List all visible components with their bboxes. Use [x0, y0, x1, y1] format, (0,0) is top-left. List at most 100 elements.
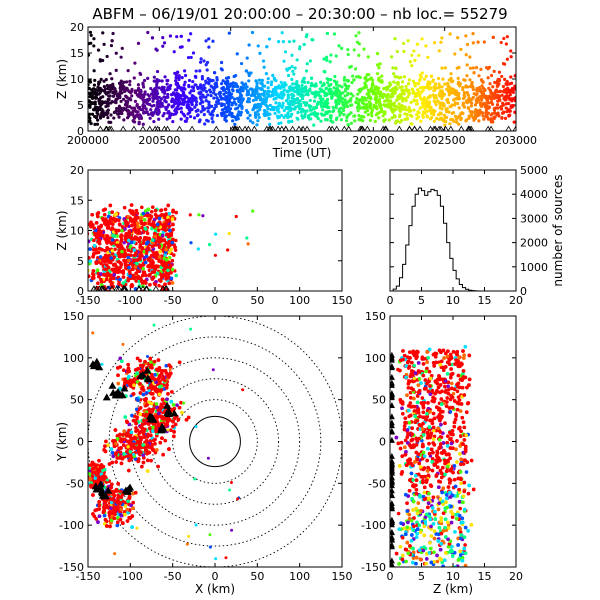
- ground-strike-marker: [162, 285, 169, 291]
- source-point: [97, 86, 101, 90]
- source-point: [203, 86, 207, 90]
- source-point: [119, 111, 123, 115]
- y-tick-label: 10: [70, 73, 84, 86]
- source-point: [129, 284, 134, 288]
- source-point: [319, 112, 324, 116]
- source-point: [161, 263, 166, 268]
- source-point: [190, 94, 194, 98]
- x-tick-label: 50: [250, 570, 264, 583]
- time-height-panel: 200000 200500 201000 201500 202000 202500 2030…: [55, 21, 537, 160]
- source-point: [486, 117, 491, 121]
- source-point: [161, 44, 165, 48]
- source-point: [417, 93, 422, 98]
- source-point: [108, 276, 113, 281]
- source-point: [298, 99, 302, 103]
- source-point: [290, 65, 294, 69]
- source-point: [256, 119, 260, 123]
- source-point: [388, 81, 392, 85]
- source-point: [137, 239, 142, 243]
- ground-strike-marker: [341, 125, 348, 131]
- source-point: [147, 221, 152, 226]
- source-point: [170, 267, 175, 272]
- source-point: [333, 74, 337, 79]
- source-point: [278, 104, 282, 108]
- source-point: [491, 120, 495, 124]
- source-point: [163, 99, 167, 103]
- source-point: [182, 83, 186, 87]
- source-point: [395, 119, 400, 123]
- source-point: [104, 277, 109, 282]
- source-point: [222, 92, 226, 96]
- source-point: [182, 98, 186, 102]
- source-point: [84, 230, 88, 234]
- source-point: [426, 55, 430, 59]
- ground-strike-marker: [113, 285, 121, 291]
- source-point: [125, 80, 129, 84]
- source-point: [120, 228, 124, 233]
- source-point: [308, 89, 312, 93]
- source-point: [93, 229, 98, 233]
- source-point: [146, 240, 150, 244]
- source-point: [349, 64, 353, 69]
- source-point: [147, 236, 152, 241]
- source-point: [168, 34, 173, 38]
- source-point: [439, 93, 443, 98]
- source-point: [110, 241, 115, 246]
- source-point: [144, 273, 148, 278]
- source-point: [200, 77, 205, 81]
- source-point: [131, 237, 136, 241]
- source-point: [118, 277, 122, 282]
- source-point: [162, 41, 167, 45]
- source-point: [146, 76, 150, 80]
- source-point: [277, 110, 281, 114]
- source-point: [306, 80, 310, 85]
- source-point: [247, 73, 251, 78]
- outlier-point: [189, 241, 193, 245]
- source-point: [302, 100, 306, 104]
- source-point: [253, 113, 258, 117]
- ground-strike-marker: [465, 125, 472, 131]
- source-point: [266, 86, 270, 90]
- source-point: [419, 90, 424, 94]
- ground-strike-marker: [152, 285, 160, 291]
- source-point: [392, 114, 396, 118]
- source-point: [140, 246, 145, 250]
- source-point: [400, 99, 405, 103]
- ground-strike-marker: [163, 285, 171, 291]
- source-point: [240, 99, 245, 103]
- source-point: [84, 224, 88, 228]
- source-point: [110, 86, 114, 90]
- source-point: [108, 83, 113, 88]
- source-point: [104, 259, 108, 263]
- source-point: [334, 80, 338, 85]
- source-point: [124, 219, 128, 224]
- source-point: [305, 62, 309, 66]
- source-point: [331, 105, 335, 109]
- source-point: [217, 101, 221, 106]
- source-point: [283, 50, 288, 54]
- source-point: [385, 99, 389, 103]
- y-tick-label: 3000: [520, 212, 548, 225]
- source-point: [221, 85, 226, 90]
- source-point: [477, 74, 481, 78]
- source-point: [139, 93, 143, 97]
- source-point: [149, 86, 153, 91]
- source-point: [503, 77, 507, 82]
- source-point: [192, 89, 196, 93]
- source-point: [418, 106, 422, 110]
- source-point: [108, 203, 113, 208]
- source-point: [255, 96, 259, 100]
- source-point: [109, 256, 113, 260]
- source-point: [156, 264, 161, 269]
- source-point: [167, 239, 172, 244]
- source-point: [174, 79, 178, 83]
- source-point: [118, 265, 123, 269]
- source-point: [329, 116, 333, 120]
- source-point: [164, 247, 168, 252]
- source-point: [167, 250, 172, 254]
- source-point: [235, 96, 240, 101]
- source-point: [282, 115, 286, 119]
- ground-strike-marker: [282, 125, 290, 131]
- source-point: [117, 81, 122, 85]
- source-point: [441, 101, 445, 105]
